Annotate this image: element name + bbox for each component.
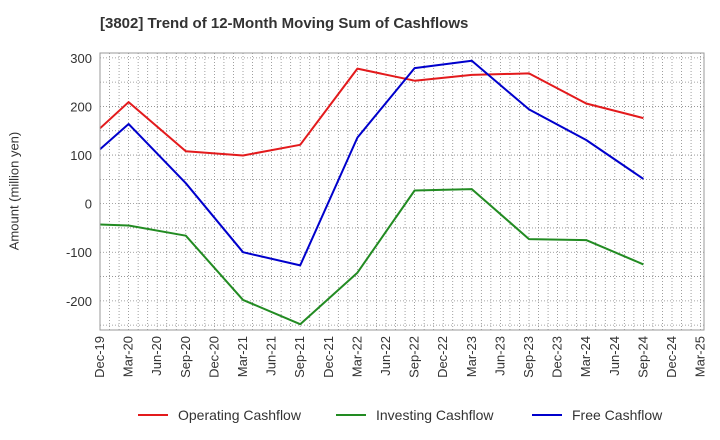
y-tick-labels: 300 200 100 0 -100 -200 <box>66 51 92 309</box>
y-tick-label: 300 <box>70 51 92 66</box>
legend-item: Free Cashflow <box>532 404 662 426</box>
legend-label: Operating Cashflow <box>178 407 301 423</box>
x-tick-label: Sep-22 <box>407 336 422 378</box>
x-tick-label: Jun-21 <box>264 336 279 376</box>
x-tick-label: Jun-23 <box>492 336 507 376</box>
x-tick-label: Dec-20 <box>206 336 221 378</box>
x-tick-label: Sep-20 <box>178 336 193 378</box>
x-tick-label: Sep-24 <box>635 336 650 378</box>
legend-swatch <box>336 414 366 416</box>
x-tick-label: Jun-22 <box>378 336 393 376</box>
x-tick-labels: Dec-19 Mar-20 Jun-20 Sep-20 Dec-20 Mar-21 Jun-… <box>92 336 708 378</box>
x-tick-label: Jun-20 <box>149 336 164 376</box>
y-tick-label: -200 <box>66 294 92 309</box>
x-tick-label: Jun-24 <box>607 336 622 376</box>
series-lines <box>99 59 644 326</box>
legend-swatch <box>138 414 168 416</box>
legend-swatch <box>532 414 562 416</box>
y-tick-label: -100 <box>66 245 92 260</box>
x-tick-label: Mar-25 <box>693 336 708 377</box>
legend-item: Operating Cashflow <box>138 404 301 426</box>
x-tick-label: Sep-23 <box>521 336 536 378</box>
y-tick-label: 200 <box>70 99 92 114</box>
series-line-2 <box>99 188 644 326</box>
legend-label: Investing Cashflow <box>376 407 494 423</box>
x-tick-label: Dec-23 <box>550 336 565 378</box>
chart-title: [3802] Trend of 12-Month Moving Sum of C… <box>100 15 469 32</box>
x-tick-label: Sep-21 <box>292 336 307 378</box>
series-line-1 <box>99 67 644 157</box>
x-tick-label: Mar-21 <box>235 336 250 377</box>
plot-area-frame <box>99 52 705 331</box>
legend-item: Investing Cashflow <box>336 404 494 426</box>
x-tick-label: Dec-19 <box>92 336 107 378</box>
x-tick-label: Dec-21 <box>321 336 336 378</box>
x-tick-label: Mar-22 <box>349 336 364 377</box>
series-line-3 <box>99 59 644 267</box>
x-tick-label: Mar-24 <box>578 336 593 377</box>
x-tick-label: Mar-23 <box>464 336 479 377</box>
y-tick-label: 0 <box>85 197 92 212</box>
legend-label: Free Cashflow <box>572 407 663 423</box>
grid-lines <box>99 53 704 330</box>
x-tick-label: Mar-20 <box>121 336 136 377</box>
x-tick-label: Dec-24 <box>664 336 679 378</box>
legend: Operating Cashflow Investing Cashflow Free… <box>0 404 720 426</box>
y-tick-label: 100 <box>70 148 92 163</box>
x-tick-label: Dec-22 <box>435 336 450 378</box>
